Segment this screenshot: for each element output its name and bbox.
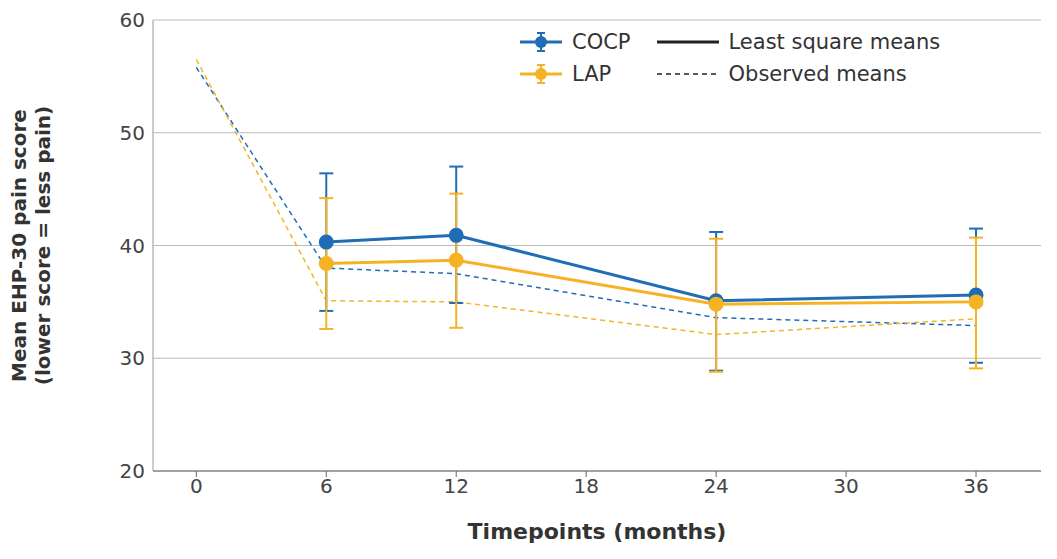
svg-text:Mean EHP-30 pain score(lower s: Mean EHP-30 pain score(lower score = les… <box>8 106 55 385</box>
html-text:LAP: LAP <box>572 62 612 86</box>
svg-text:0: 0 <box>190 474 203 498</box>
svg-text:24: 24 <box>703 474 728 498</box>
html-text:Observed means: Observed means <box>728 62 907 86</box>
svg-text:20: 20 <box>120 459 145 483</box>
svg-text:18: 18 <box>573 474 598 498</box>
svg-text:50: 50 <box>120 121 145 145</box>
svg-text:12: 12 <box>443 474 468 498</box>
svg-text:6: 6 <box>320 474 333 498</box>
svg-text:60: 60 <box>120 8 145 32</box>
svg-text:36: 36 <box>963 474 988 498</box>
html-text:Least square means: Least square means <box>728 30 941 54</box>
svg-text:30: 30 <box>120 346 145 370</box>
svg-text:Timepoints (months): Timepoints (months) <box>468 519 727 544</box>
svg-text:30: 30 <box>833 474 858 498</box>
html-text:COCP: COCP <box>572 30 631 54</box>
svg-text:40: 40 <box>120 234 145 258</box>
